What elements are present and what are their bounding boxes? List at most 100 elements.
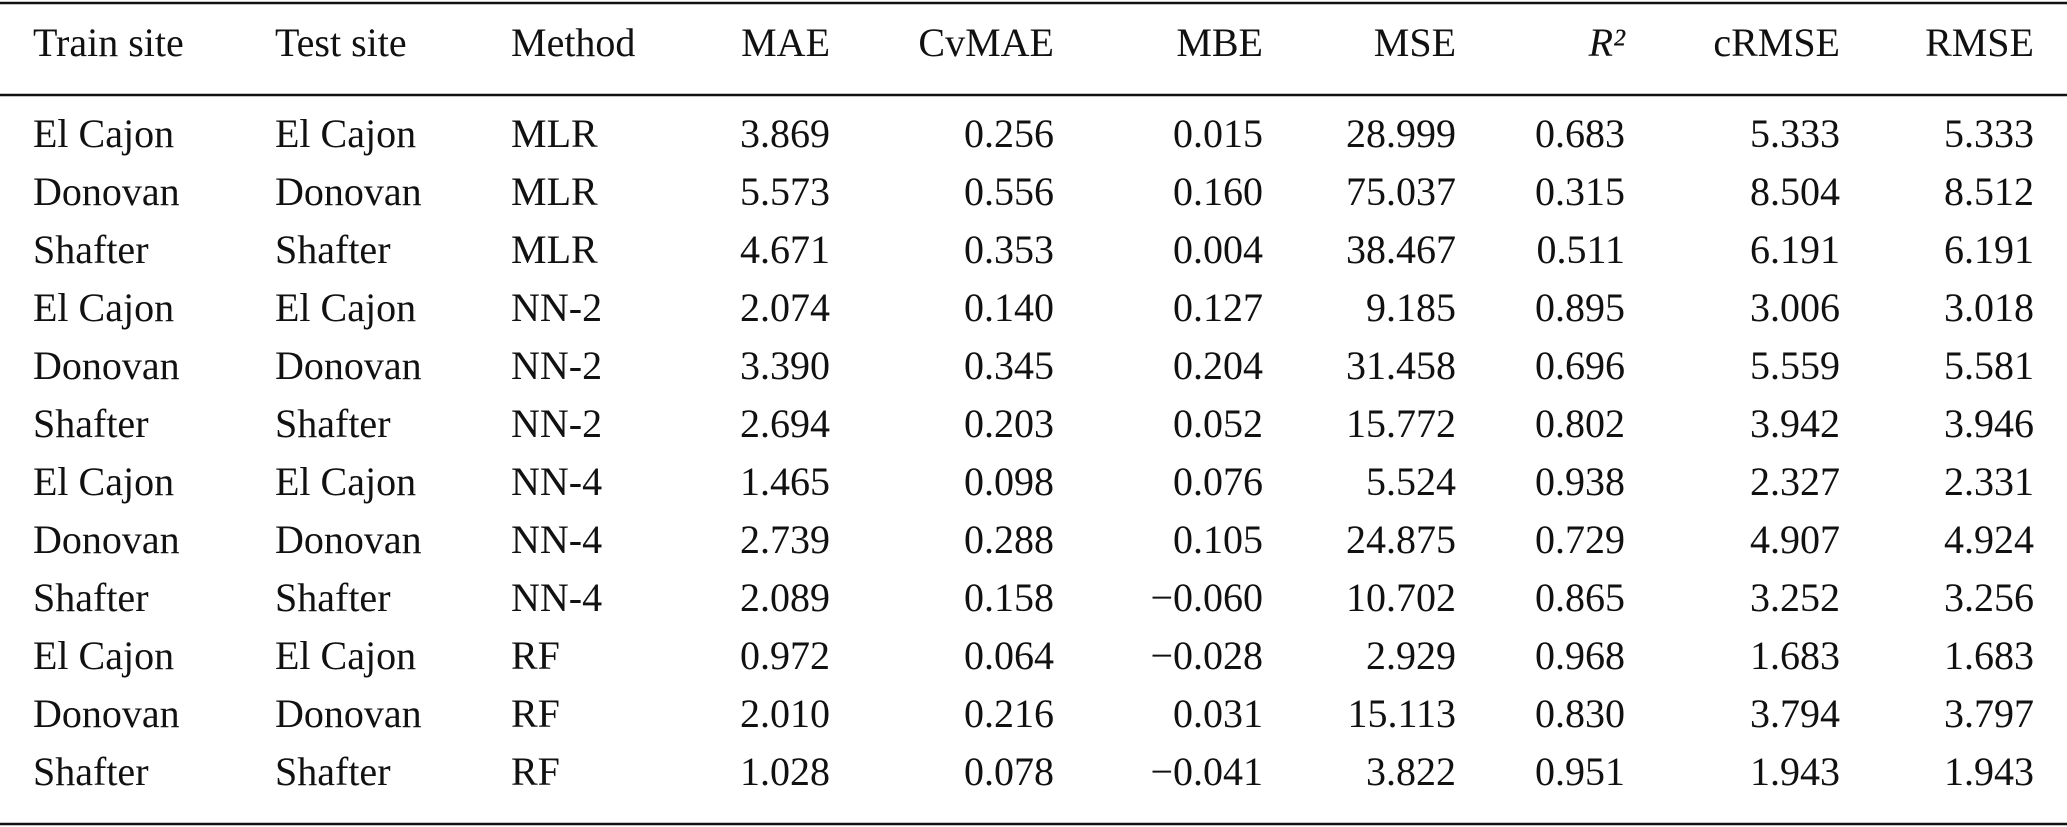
cell: 28.999 [1346, 111, 1456, 156]
cell: 0.160 [1173, 169, 1263, 214]
cell: 4.924 [1944, 517, 2034, 562]
cell: Donovan [33, 517, 180, 562]
cell: Donovan [33, 343, 180, 388]
cell: 0.015 [1173, 111, 1263, 156]
cell: 0.865 [1535, 575, 1625, 620]
header-cell: Method [511, 20, 635, 65]
cell: 2.089 [740, 575, 830, 620]
cell: 3.946 [1944, 401, 2034, 446]
cell: 3.822 [1366, 749, 1456, 794]
cell: 2.327 [1750, 459, 1840, 504]
cell: 0.895 [1535, 285, 1625, 330]
cell: 0.204 [1173, 343, 1263, 388]
cell: 1.028 [740, 749, 830, 794]
cell: 2.929 [1366, 633, 1456, 678]
cell: Donovan [275, 169, 422, 214]
cell: RF [511, 749, 560, 794]
cell: 0.511 [1536, 227, 1625, 272]
cell: Donovan [275, 517, 422, 562]
header-cell: R² [1588, 20, 1626, 65]
cell: 5.581 [1944, 343, 2034, 388]
cell: 3.006 [1750, 285, 1840, 330]
cell: Donovan [275, 691, 422, 736]
cell: 0.802 [1535, 401, 1625, 446]
cell: Shafter [275, 401, 391, 446]
cell: Donovan [33, 169, 180, 214]
cell: El Cajon [275, 111, 416, 156]
cell: 6.191 [1944, 227, 2034, 272]
cell: El Cajon [33, 285, 174, 330]
cell: 0.256 [964, 111, 1054, 156]
cell: 2.074 [740, 285, 830, 330]
cell: 0.064 [964, 633, 1054, 678]
cell: MLR [511, 169, 598, 214]
cell: 0.315 [1535, 169, 1625, 214]
cell: Shafter [275, 749, 391, 794]
cell: Shafter [33, 227, 149, 272]
cell: 0.105 [1173, 517, 1263, 562]
header-cell: MAE [741, 20, 830, 65]
cell: RF [511, 691, 560, 736]
cell: El Cajon [275, 459, 416, 504]
cell: 38.467 [1346, 227, 1456, 272]
cell: 5.524 [1366, 459, 1456, 504]
cell: El Cajon [33, 633, 174, 678]
header-cell: MBE [1176, 20, 1263, 65]
cell: 0.683 [1535, 111, 1625, 156]
cell: 2.739 [740, 517, 830, 562]
cell: 5.333 [1750, 111, 1840, 156]
cell: Donovan [33, 691, 180, 736]
cell: 0.938 [1535, 459, 1625, 504]
cell: Shafter [33, 401, 149, 446]
cell: 0.078 [964, 749, 1054, 794]
cell: 0.968 [1535, 633, 1625, 678]
cell: −0.060 [1150, 575, 1263, 620]
cell: RF [511, 633, 560, 678]
cell: 24.875 [1346, 517, 1456, 562]
cell: 2.694 [740, 401, 830, 446]
cell: 0.052 [1173, 401, 1263, 446]
header-cell: CvMAE [918, 20, 1054, 65]
header-cell: Test site [275, 20, 407, 65]
cell: 0.158 [964, 575, 1054, 620]
cell: Shafter [275, 227, 391, 272]
cell: 0.830 [1535, 691, 1625, 736]
cell: Donovan [275, 343, 422, 388]
cell: NN-2 [511, 401, 602, 446]
cell: 2.010 [740, 691, 830, 736]
cell: 1.943 [1750, 749, 1840, 794]
cell: 5.559 [1750, 343, 1840, 388]
cell: 1.683 [1750, 633, 1840, 678]
cell: NN-4 [511, 459, 602, 504]
cell: 0.031 [1173, 691, 1263, 736]
cell: 0.729 [1535, 517, 1625, 562]
cell: 1.465 [740, 459, 830, 504]
cell: 3.794 [1750, 691, 1840, 736]
header-cell: cRMSE [1713, 20, 1840, 65]
cell: 1.943 [1944, 749, 2034, 794]
cell: 0.216 [964, 691, 1054, 736]
cell: 15.772 [1346, 401, 1456, 446]
cell: 5.333 [1944, 111, 2034, 156]
cell: Shafter [275, 575, 391, 620]
cell: 3.252 [1750, 575, 1840, 620]
cell: 3.018 [1944, 285, 2034, 330]
cell: 5.573 [740, 169, 830, 214]
cell: 0.951 [1535, 749, 1625, 794]
cell: 2.331 [1944, 459, 2034, 504]
header-cell: RMSE [1925, 20, 2034, 65]
cell: 3.390 [740, 343, 830, 388]
cell: NN-2 [511, 343, 602, 388]
header-cell: MSE [1374, 20, 1456, 65]
cell: 0.972 [740, 633, 830, 678]
cell: Shafter [33, 749, 149, 794]
cell: 0.696 [1535, 343, 1625, 388]
cell: NN-2 [511, 285, 602, 330]
cell: 4.671 [740, 227, 830, 272]
cell: 0.353 [964, 227, 1054, 272]
cell: 3.797 [1944, 691, 2034, 736]
cell: 0.076 [1173, 459, 1263, 504]
cell: MLR [511, 227, 598, 272]
cell: 0.288 [964, 517, 1054, 562]
